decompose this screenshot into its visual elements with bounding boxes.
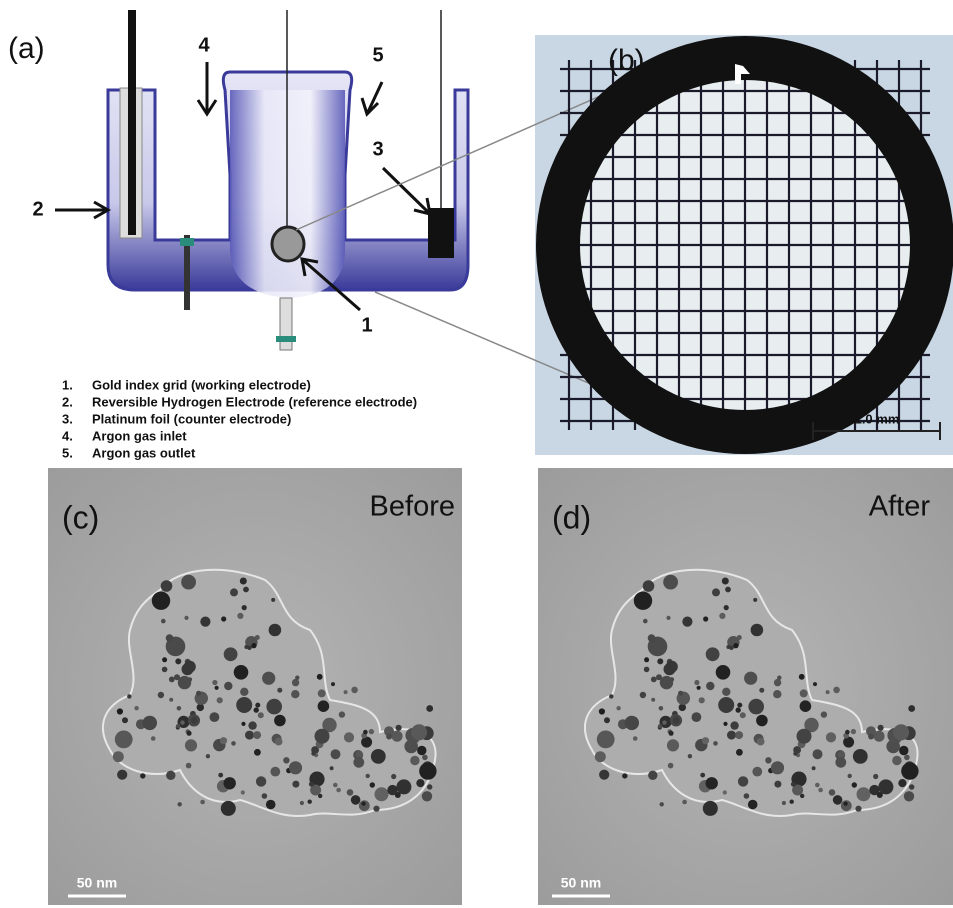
scale-bar-label: 50 nm xyxy=(561,875,601,891)
panel-d: (d) After 50 nm xyxy=(538,468,953,905)
legend-number: 4. xyxy=(62,428,73,443)
arrow xyxy=(55,202,108,218)
panel-a: (a) 4 5 3 2 1 1. Gold index grid (workin… xyxy=(8,10,468,460)
arrow xyxy=(383,168,430,214)
arrow xyxy=(362,82,382,114)
legend-number: 5. xyxy=(62,445,73,460)
figure: (a) 4 5 3 2 1 1. Gold index grid (workin… xyxy=(0,0,953,908)
panel-c: (c) Before 50 nm xyxy=(48,468,462,905)
legend-number: 2. xyxy=(62,394,73,409)
stopcock-seal xyxy=(180,238,194,246)
callout: 1 xyxy=(361,314,372,336)
legend-number: 3. xyxy=(62,411,73,426)
electrode-wire xyxy=(128,10,136,235)
stopcock xyxy=(184,235,190,310)
drain-seal xyxy=(276,336,296,342)
gold-grid xyxy=(272,227,304,261)
legend-text: Argon gas outlet xyxy=(92,445,196,460)
panel-label: (d) xyxy=(552,499,591,535)
callout: 2 xyxy=(32,198,43,220)
scale-bar-label: 1.0 mm xyxy=(855,411,900,426)
legend-text: Argon gas inlet xyxy=(92,428,187,443)
legend-text: Gold index grid (working electrode) xyxy=(92,377,311,392)
arrow xyxy=(198,62,216,114)
callout: 5 xyxy=(372,44,383,66)
panel-label: (a) xyxy=(8,32,45,65)
caption: After xyxy=(869,491,931,523)
legend-text: Platinum foil (counter electrode) xyxy=(92,411,291,426)
legend: 1. Gold index grid (working electrode) 2… xyxy=(62,377,417,460)
callout: 4 xyxy=(198,34,210,56)
panel-label: (b) xyxy=(608,44,645,77)
legend-number: 1. xyxy=(62,377,73,392)
callout: 3 xyxy=(372,138,383,160)
legend-text: Reversible Hydrogen Electrode (reference… xyxy=(92,394,417,409)
caption: Before xyxy=(370,491,455,523)
drain xyxy=(280,298,292,350)
scale-bar-label: 50 nm xyxy=(77,875,117,891)
panel-label: (c) xyxy=(62,499,99,535)
platinum-foil xyxy=(428,208,454,258)
